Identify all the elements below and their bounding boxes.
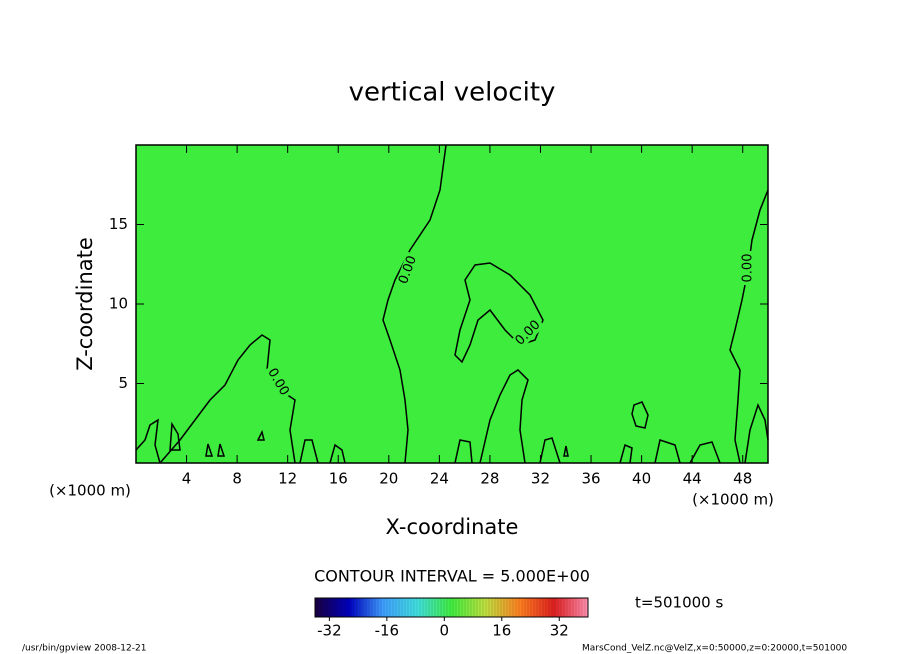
contour-line [169,421,181,451]
contour-interval: CONTOUR INTERVAL = 5.000E+00 [314,567,590,586]
contour-line [205,429,569,457]
chart-title: vertical velocity [349,78,556,108]
contour-label: 0.00 [741,254,756,283]
colorbar-tick-label: 0 [440,622,450,640]
contour-label-bg [511,316,545,350]
contour-line [539,437,681,464]
x-tick-label: 16 [329,470,348,488]
x-tick-label: 28 [480,470,499,488]
y-tick-label: 5 [118,374,128,392]
y-tick-label: 15 [109,215,128,233]
contour-line [135,418,161,464]
colorbar-tick-label: 32 [550,622,569,640]
x-tick-label: 32 [531,470,550,488]
contour-line [382,144,447,464]
y-tick-label: 10 [109,295,128,313]
contour-line [159,334,296,464]
x-tick-label: 36 [581,470,600,488]
x-tick-label: 44 [683,470,702,488]
contour-line [689,402,769,464]
colorbar [314,597,589,618]
contour-line [479,369,529,464]
contour-line [729,189,769,464]
x-unit-label: (×1000 m) [692,491,774,509]
x-tick-label: 4 [182,470,192,488]
x-tick-label: 12 [278,470,297,488]
colorbar-tick-label: -16 [375,622,400,640]
x-tick-label: 20 [379,470,398,488]
time-label: t=501000 s [635,594,723,612]
contour-label-bg [263,363,293,401]
contour-label-bg [741,251,755,285]
x-axis-label: X-coordinate [386,515,519,539]
colorbar-tick-label: 16 [492,622,511,640]
footer-left: /usr/bin/gpview 2008-12-21 [22,644,146,654]
contour-label-bg [395,251,421,289]
x-unit-label: (×1000 m) [49,482,131,500]
contour-line [454,262,544,364]
footer-right: MarsCond_VelZ.nc@VelZ,x=0:50000,z=0:2000… [582,644,847,654]
x-tick-label: 40 [632,470,651,488]
contour-line [299,439,473,464]
colorbar-tick-label: -32 [317,622,342,640]
y-axis-label: Z-coordinate [73,237,97,371]
contour-line [631,401,649,429]
x-tick-label: 8 [232,470,242,488]
plot-field [136,145,768,463]
x-tick-label: 24 [430,470,449,488]
x-tick-label: 48 [733,470,752,488]
